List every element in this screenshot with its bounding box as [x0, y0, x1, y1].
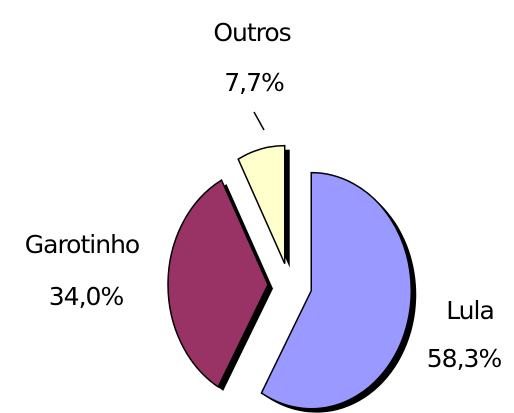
- value-label: 58,3%: [427, 344, 502, 373]
- value-label: 7,7%: [224, 68, 284, 97]
- slice-label: Lula: [446, 296, 494, 325]
- slice: [167, 179, 269, 389]
- slice: [260, 171, 412, 410]
- value-label: 34,0%: [49, 282, 124, 311]
- leader-line: [253, 111, 265, 131]
- slice: [237, 144, 286, 264]
- slice-label: Garotinho: [25, 230, 139, 259]
- slice-label: Outros: [213, 18, 290, 47]
